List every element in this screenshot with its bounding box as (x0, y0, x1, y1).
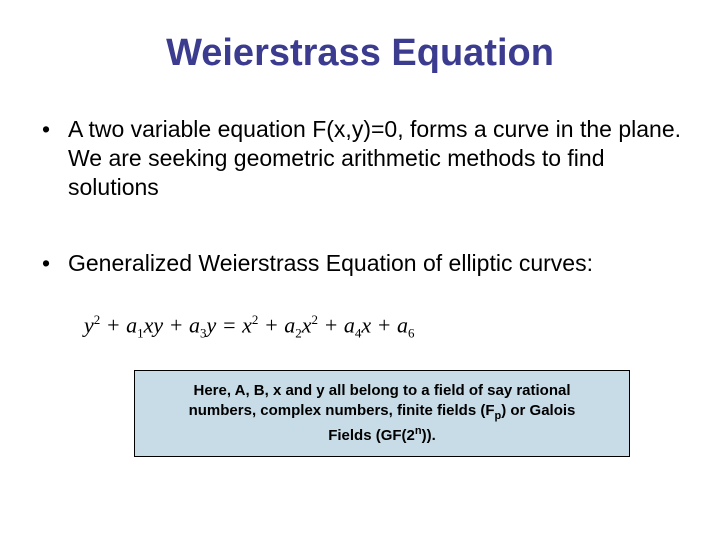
eq-y-exp: 2 (94, 312, 101, 327)
eq-a6: a (397, 312, 408, 337)
slide-title: Weierstrass Equation (30, 32, 690, 75)
slide-container: Weierstrass Equation A two variable equa… (0, 0, 720, 540)
eq-x2a-exp: 2 (252, 312, 259, 327)
weierstrass-equation: y2 + a1xy + a3y = x2 + a2x2 + a4x + a6 (74, 306, 690, 360)
note-box: Here, A, B, x and y all belong to a fiel… (134, 370, 630, 457)
eq-x2b: x (302, 312, 312, 337)
bullet-item-1: A two variable equation F(x,y)=0, forms … (38, 115, 690, 201)
bullet-item-2: Generalized Weierstrass Equation of elli… (38, 249, 690, 278)
equation-region: y2 + a1xy + a3y = x2 + a2x2 + a4x + a6 H… (74, 306, 690, 457)
eq-x2b-exp: 2 (312, 312, 319, 327)
eq-xy: xy (144, 312, 164, 337)
bullet-list: A two variable equation F(x,y)=0, forms … (30, 115, 690, 278)
note-post: )). (422, 427, 436, 444)
eq-y: y (84, 312, 94, 337)
eq-a3: a (189, 312, 200, 337)
eq-a2: a (284, 312, 295, 337)
eq-x2a: x (242, 312, 252, 337)
eq-y2: y (207, 312, 217, 337)
eq-a4: a (344, 312, 355, 337)
eq-x: x (361, 312, 371, 337)
eq-a1: a (126, 312, 137, 337)
eq-a6-sub: 6 (408, 326, 415, 341)
note-gf-sup: n (415, 425, 422, 437)
